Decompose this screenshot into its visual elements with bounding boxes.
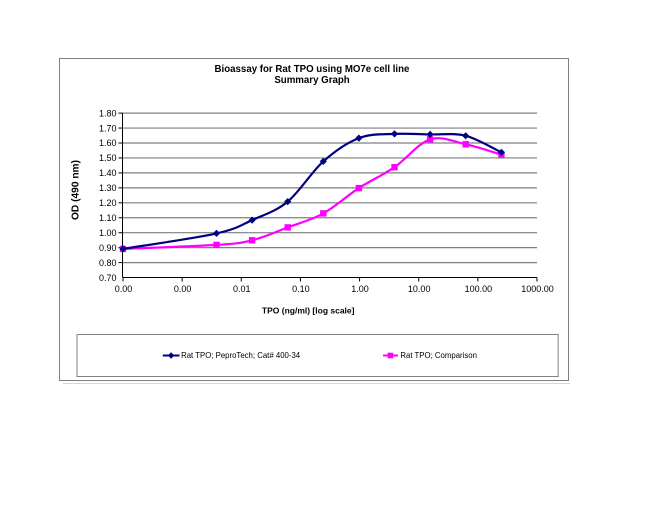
svg-text:1.10: 1.10: [99, 213, 117, 223]
svg-text:0.90: 0.90: [99, 243, 117, 253]
svg-text:1.40: 1.40: [99, 168, 117, 178]
svg-text:0.01: 0.01: [233, 284, 251, 294]
svg-text:TPO (ng/ml) [log scale]: TPO (ng/ml) [log scale]: [262, 306, 355, 316]
svg-text:Summary Graph: Summary Graph: [274, 75, 349, 86]
svg-text:1.70: 1.70: [99, 123, 117, 133]
svg-text:Bioassay for Rat TPO using MO7: Bioassay for Rat TPO using MO7e cell lin…: [215, 64, 410, 75]
svg-text:0.10: 0.10: [292, 284, 310, 294]
svg-text:1.80: 1.80: [99, 108, 117, 118]
svg-text:100.00: 100.00: [465, 284, 493, 294]
svg-text:1.50: 1.50: [99, 153, 117, 163]
svg-text:1.60: 1.60: [99, 138, 117, 148]
svg-text:1.20: 1.20: [99, 198, 117, 208]
svg-text:Rat TPO; PeproTech; Cat# 400-3: Rat TPO; PeproTech; Cat# 400-34: [181, 351, 301, 360]
svg-text:0.00: 0.00: [115, 284, 133, 294]
svg-text:0.00: 0.00: [174, 284, 192, 294]
svg-text:1000.00: 1000.00: [521, 284, 554, 294]
svg-text:0.80: 0.80: [99, 258, 117, 268]
svg-text:OD (490 nm): OD (490 nm): [70, 160, 81, 220]
svg-text:1.00: 1.00: [99, 228, 117, 238]
svg-text:Rat TPO; Comparison: Rat TPO; Comparison: [400, 351, 477, 360]
svg-text:1.00: 1.00: [351, 284, 369, 294]
svg-text:10.00: 10.00: [408, 284, 431, 294]
svg-text:1.30: 1.30: [99, 183, 117, 193]
svg-text:0.70: 0.70: [99, 273, 117, 283]
